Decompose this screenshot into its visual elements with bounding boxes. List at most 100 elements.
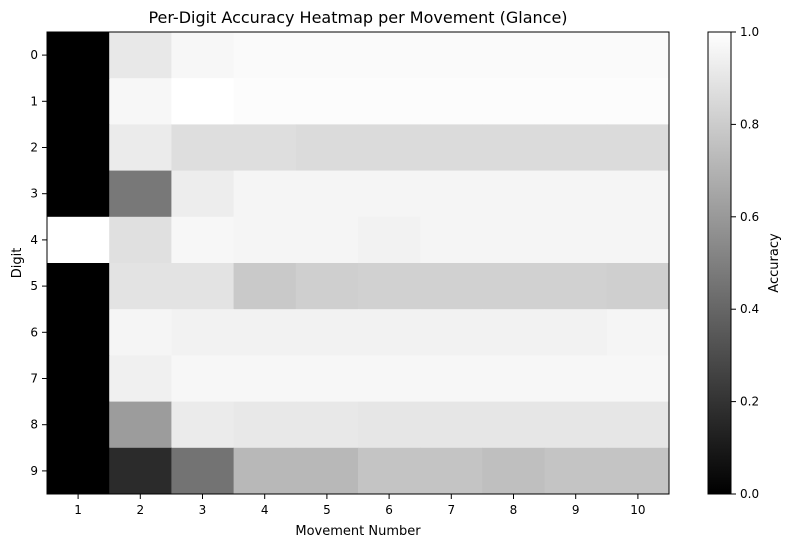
heatmap-cell [420, 447, 483, 495]
heatmap-cell [544, 170, 608, 218]
heatmap-cell [47, 401, 110, 449]
y-tick-label: 6 [30, 325, 38, 339]
heatmap-cell [47, 32, 110, 79]
heatmap-cell [606, 32, 670, 79]
heatmap-cell [420, 124, 483, 172]
heatmap-cell [606, 124, 670, 172]
heatmap-cell [109, 401, 172, 449]
heatmap-cell [358, 216, 421, 264]
x-tick-label: 2 [136, 503, 144, 517]
y-tick-label: 8 [30, 418, 38, 432]
heatmap-cell [544, 32, 608, 79]
heatmap-cell [233, 263, 297, 310]
heatmap-cell [295, 170, 359, 218]
heatmap-cell [482, 401, 546, 449]
colorbar-tick-label: 0.2 [740, 395, 759, 409]
heatmap-cell [358, 355, 421, 403]
heatmap-cell [420, 32, 483, 79]
colorbar-tick-label: 0.8 [740, 117, 759, 131]
x-tick-label: 4 [261, 503, 269, 517]
x-axis-ticks: 1 2 3 4 5 6 7 8 9 10 [74, 494, 646, 517]
y-axis-label: Digit [10, 248, 25, 279]
heatmap-cell [47, 263, 110, 310]
heatmap-cell [47, 78, 110, 125]
heatmap-cell [295, 447, 359, 495]
heatmap-cell [420, 263, 483, 310]
heatmap-cell [482, 263, 546, 310]
colorbar-label: Accuracy [767, 233, 782, 293]
x-tick-label: 1 [74, 503, 82, 517]
heatmap-cell [420, 355, 483, 403]
colorbar-tick-label: 1.0 [740, 25, 759, 39]
heatmap-cell [295, 78, 359, 125]
heatmap-cell [171, 216, 235, 264]
heatmap-cell [482, 78, 546, 125]
heatmap-cell [544, 401, 608, 449]
heatmap-cell [171, 355, 235, 403]
x-tick-label: 5 [323, 503, 331, 517]
x-tick-label: 6 [385, 503, 393, 517]
heatmap-cell [544, 309, 608, 356]
x-axis-label: Movement Number [295, 524, 421, 539]
colorbar-tick-label: 0.4 [740, 302, 759, 316]
heatmap-cell [233, 216, 297, 264]
heatmap-cell [358, 78, 421, 125]
heatmap-cell [171, 447, 235, 495]
heatmap-cell [171, 263, 235, 310]
heatmap-cell [482, 32, 546, 79]
heatmap-cell [233, 170, 297, 218]
y-tick-label: 1 [30, 94, 38, 108]
heatmap-cell [482, 355, 546, 403]
heatmap-cell [358, 447, 421, 495]
heatmap-cell [544, 355, 608, 403]
heatmap-cell [295, 263, 359, 310]
heatmap-cell [358, 309, 421, 356]
heatmap-cell [171, 401, 235, 449]
heatmap-cell [295, 401, 359, 449]
y-tick-label: 0 [30, 48, 38, 62]
heatmap-cells [47, 32, 670, 495]
heatmap-cell [606, 170, 670, 218]
heatmap-cell [606, 447, 670, 495]
heatmap-cell [544, 124, 608, 172]
heatmap-cell [109, 32, 172, 79]
heatmap-cell [420, 170, 483, 218]
heatmap-cell [233, 355, 297, 403]
heatmap-cell [420, 78, 483, 125]
heatmap-cell [171, 309, 235, 356]
heatmap-cell [47, 355, 110, 403]
heatmap-cell [544, 447, 608, 495]
heatmap-cell [295, 124, 359, 172]
heatmap-cell [109, 124, 172, 172]
heatmap-cell [482, 216, 546, 264]
heatmap-cell [358, 263, 421, 310]
x-tick-label: 10 [630, 503, 645, 517]
y-tick-label: 9 [30, 464, 38, 478]
heatmap-cell [544, 78, 608, 125]
heatmap-cell [606, 78, 670, 125]
heatmap-cell [233, 401, 297, 449]
heatmap-cell [109, 216, 172, 264]
heatmap-cell [295, 32, 359, 79]
heatmap-cell [47, 170, 110, 218]
heatmap-cell [171, 78, 235, 125]
heatmap-cell [109, 263, 172, 310]
heatmap-cell [482, 124, 546, 172]
heatmap-cell [358, 401, 421, 449]
heatmap-cell [47, 447, 110, 495]
heatmap-cell [420, 309, 483, 356]
heatmap-cell [171, 124, 235, 172]
heatmap-cell [171, 32, 235, 79]
heatmap-cell [358, 32, 421, 79]
heatmap-cell [544, 216, 608, 264]
colorbar-tick-label: 0.0 [740, 487, 759, 501]
heatmap-cell [171, 170, 235, 218]
heatmap-cell [358, 170, 421, 218]
colorbar [707, 31, 732, 495]
y-tick-label: 2 [30, 141, 38, 155]
heatmap-cell [482, 447, 546, 495]
heatmap-cell [544, 263, 608, 310]
heatmap-cell [47, 216, 110, 264]
